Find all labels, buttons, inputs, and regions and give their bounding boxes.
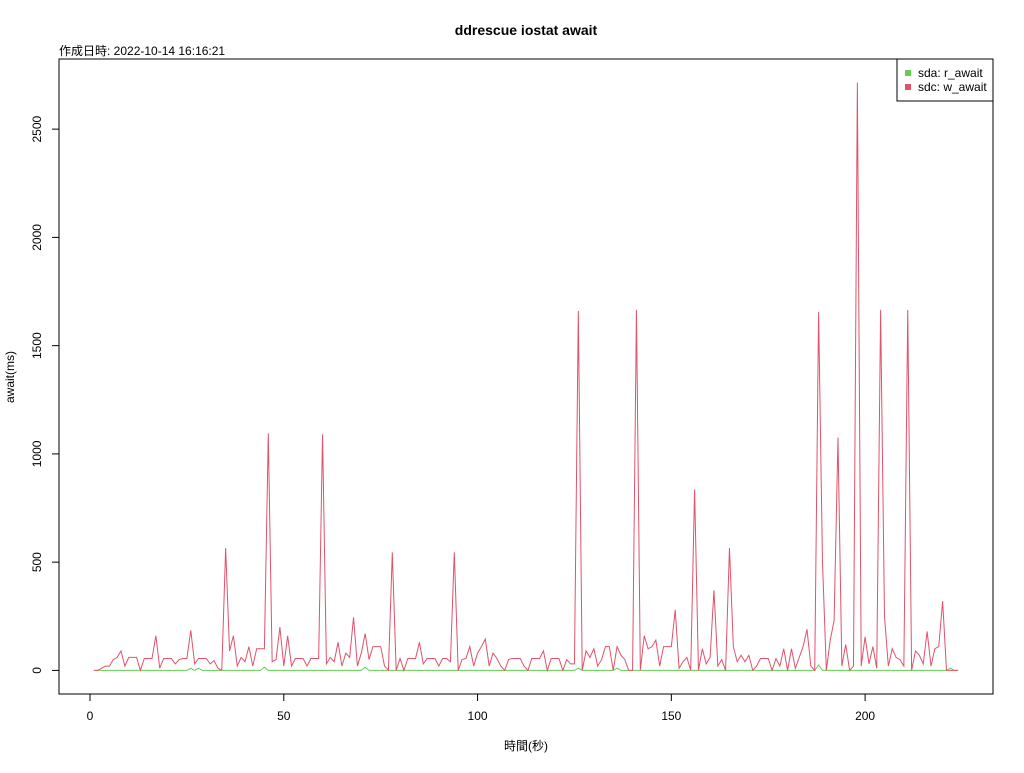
y-tick-label: 2000 <box>30 224 44 251</box>
x-tick-label: 100 <box>468 709 488 723</box>
x-tick-label: 0 <box>87 709 94 723</box>
legend-swatch <box>905 84 911 90</box>
x-tick-label: 200 <box>855 709 875 723</box>
legend-label: sda: r_await <box>918 66 983 80</box>
subtitle: 作成日時: 2022-10-14 16:16:21 <box>59 44 225 58</box>
legend-label: sdc: w_await <box>918 80 987 94</box>
x-axis-label: 時間(秒) <box>504 739 548 753</box>
x-tick-label: 150 <box>661 709 681 723</box>
chart-title: ddrescue iostat await <box>455 22 598 38</box>
y-tick-label: 0 <box>30 667 44 674</box>
series-line <box>93 82 959 673</box>
y-axis-label: await(ms) <box>3 351 17 403</box>
x-tick-label: 50 <box>277 709 291 723</box>
y-tick-label: 2500 <box>30 115 44 142</box>
legend-box <box>896 58 994 102</box>
y-tick-label: 1000 <box>30 440 44 467</box>
y-tick-label: 1500 <box>30 332 44 359</box>
y-tick-label: 500 <box>30 552 44 572</box>
legend-swatch <box>905 70 911 76</box>
